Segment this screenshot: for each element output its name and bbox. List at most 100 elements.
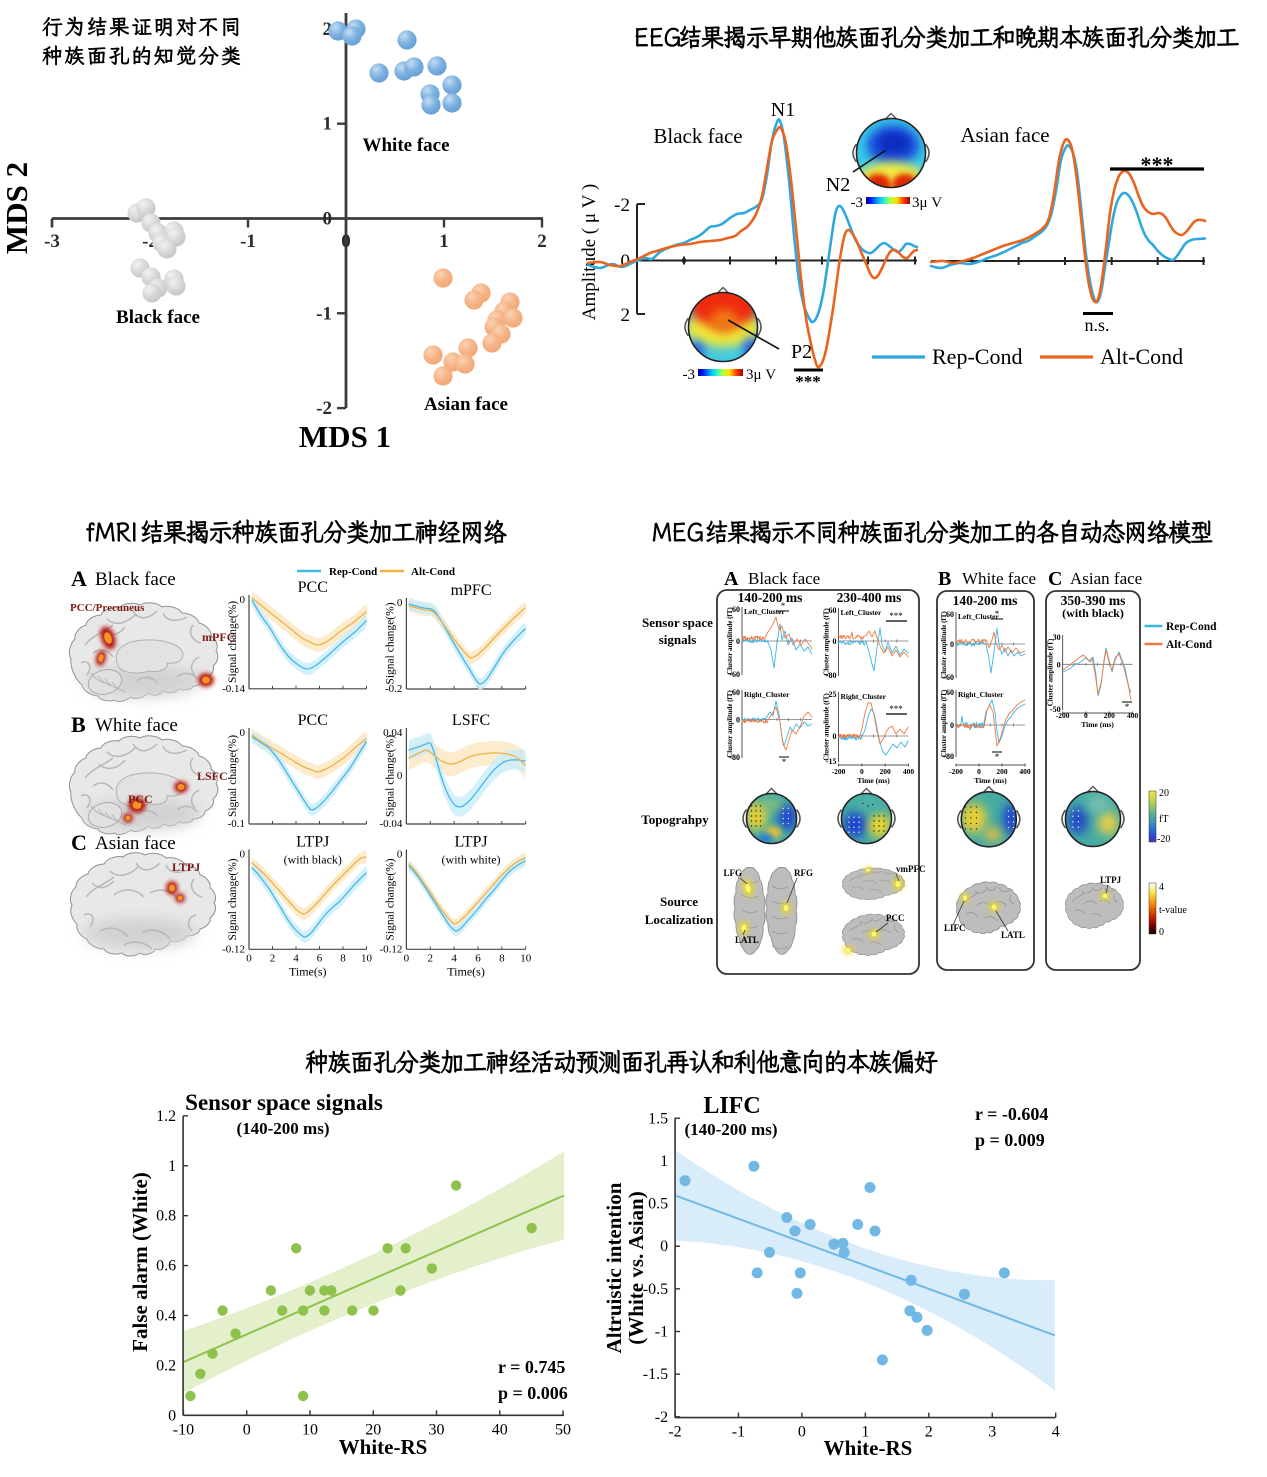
svg-text:-80: -80 bbox=[826, 671, 837, 680]
svg-text:mPFC: mPFC bbox=[202, 630, 235, 644]
svg-text:Signal change(%): Signal change(%) bbox=[384, 735, 396, 817]
svg-text:-2: -2 bbox=[668, 1424, 681, 1441]
svg-text:Time(s): Time(s) bbox=[289, 964, 327, 978]
svg-text:LTPJ: LTPJ bbox=[296, 834, 329, 851]
svg-text:White face: White face bbox=[95, 715, 178, 736]
svg-text:(with black): (with black) bbox=[284, 853, 342, 867]
svg-text:Source: Source bbox=[660, 894, 698, 909]
svg-text:400: 400 bbox=[1127, 711, 1139, 720]
svg-text:0.4: 0.4 bbox=[156, 1307, 176, 1324]
svg-text:Signal change(%): Signal change(%) bbox=[227, 601, 239, 683]
svg-text:4: 4 bbox=[451, 952, 457, 964]
svg-text:Signal change(%): Signal change(%) bbox=[384, 858, 396, 940]
svg-text:0: 0 bbox=[397, 597, 403, 609]
svg-text:40: 40 bbox=[492, 1421, 508, 1438]
svg-text:60: 60 bbox=[732, 605, 740, 614]
svg-text:LATL: LATL bbox=[1001, 930, 1025, 940]
svg-text:20: 20 bbox=[1159, 788, 1169, 799]
svg-text:50: 50 bbox=[555, 1421, 571, 1438]
svg-text:2: 2 bbox=[323, 19, 333, 40]
svg-text:LIFC: LIFC bbox=[703, 1093, 760, 1119]
svg-text:-60: -60 bbox=[943, 673, 954, 682]
svg-text:0: 0 bbox=[977, 767, 981, 776]
svg-text:Rep-Cond: Rep-Cond bbox=[1166, 621, 1217, 633]
svg-text:-200: -200 bbox=[832, 767, 846, 776]
svg-text:Asian face: Asian face bbox=[1070, 569, 1142, 588]
svg-text:0.2: 0.2 bbox=[156, 1357, 176, 1374]
svg-text:-10: -10 bbox=[173, 1421, 194, 1438]
svg-text:-0.14: -0.14 bbox=[222, 683, 245, 695]
svg-text:n.s.: n.s. bbox=[1084, 315, 1109, 335]
svg-text:400: 400 bbox=[1019, 767, 1031, 776]
svg-text:White-RS: White-RS bbox=[824, 1436, 913, 1460]
svg-text:0: 0 bbox=[243, 1421, 251, 1438]
svg-text:400: 400 bbox=[903, 767, 915, 776]
svg-text:-15: -15 bbox=[826, 757, 837, 766]
svg-text:0: 0 bbox=[404, 952, 410, 964]
svg-text:1: 1 bbox=[861, 1424, 869, 1441]
svg-text:350-390 ms: 350-390 ms bbox=[1061, 593, 1126, 608]
svg-text:Cluster amplitude (fT): Cluster amplitude (fT) bbox=[726, 690, 734, 758]
svg-text:*: * bbox=[995, 752, 1000, 762]
svg-text:3μ V: 3μ V bbox=[746, 367, 776, 383]
svg-text:Time (ms): Time (ms) bbox=[974, 776, 1007, 785]
svg-text:-0.12: -0.12 bbox=[379, 943, 402, 955]
svg-text:-1: -1 bbox=[240, 231, 256, 252]
svg-text:LFG: LFG bbox=[723, 868, 742, 878]
svg-text:Left_Cluster: Left_Cluster bbox=[841, 608, 882, 617]
svg-text:Rep-Cond: Rep-Cond bbox=[932, 344, 1022, 369]
svg-text:PCC: PCC bbox=[886, 913, 905, 923]
svg-text:MDS 2: MDS 2 bbox=[0, 162, 34, 254]
svg-text:2: 2 bbox=[537, 231, 547, 252]
svg-text:LSFC: LSFC bbox=[197, 769, 228, 783]
svg-text:PCC: PCC bbox=[298, 712, 328, 729]
svg-text:-200: -200 bbox=[949, 767, 963, 776]
svg-text:60: 60 bbox=[946, 610, 954, 619]
svg-text:0: 0 bbox=[168, 1407, 176, 1424]
svg-text:Asian face: Asian face bbox=[960, 123, 1049, 147]
svg-text:Cluster amplitude (fT): Cluster amplitude (fT) bbox=[823, 608, 831, 676]
svg-text:C: C bbox=[1048, 568, 1062, 590]
svg-text:4: 4 bbox=[293, 952, 299, 964]
svg-text:-50: -50 bbox=[1050, 705, 1061, 714]
svg-text:(White vs. Asian): (White vs. Asian) bbox=[624, 1191, 648, 1344]
svg-text:Alt-Cond: Alt-Cond bbox=[1100, 344, 1183, 369]
svg-text:Altruistic intention: Altruistic intention bbox=[602, 1182, 626, 1353]
svg-text:0: 0 bbox=[833, 637, 837, 646]
svg-text:-0.1: -0.1 bbox=[228, 818, 245, 830]
svg-text:MDS 1: MDS 1 bbox=[299, 419, 391, 454]
svg-text:(140-200 ms): (140-200 ms) bbox=[684, 1120, 777, 1139]
svg-text:p = 0.006: p = 0.006 bbox=[498, 1383, 568, 1403]
svg-text:Cluster amplitude (fT): Cluster amplitude (fT) bbox=[823, 693, 831, 761]
svg-text:0: 0 bbox=[950, 640, 954, 649]
svg-text:0: 0 bbox=[833, 732, 837, 741]
svg-text:-3: -3 bbox=[683, 367, 696, 383]
svg-text:*: * bbox=[781, 601, 786, 611]
svg-text:-2: -2 bbox=[614, 195, 630, 216]
svg-text:-0.2: -0.2 bbox=[385, 683, 402, 695]
svg-text:-0.5: -0.5 bbox=[643, 1281, 668, 1298]
svg-text:Amplitude ( μ V ): Amplitude ( μ V ) bbox=[579, 184, 600, 321]
svg-text:(140-200 ms): (140-200 ms) bbox=[236, 1119, 329, 1138]
svg-text:10: 10 bbox=[302, 1421, 318, 1438]
svg-text:2: 2 bbox=[925, 1424, 933, 1441]
svg-text:-1.5: -1.5 bbox=[643, 1366, 668, 1383]
svg-text:Time(s): Time(s) bbox=[447, 964, 485, 978]
svg-text:0: 0 bbox=[798, 1424, 806, 1441]
svg-text:0: 0 bbox=[240, 849, 246, 861]
svg-text:30: 30 bbox=[1053, 633, 1061, 642]
svg-text:0: 0 bbox=[1159, 927, 1164, 938]
svg-text:r = -0.604: r = -0.604 bbox=[975, 1104, 1048, 1124]
svg-text:Left_Cluster: Left_Cluster bbox=[958, 612, 999, 621]
svg-text:-1: -1 bbox=[316, 303, 332, 324]
svg-text:A: A bbox=[71, 566, 87, 591]
svg-text:0: 0 bbox=[246, 952, 252, 964]
svg-text:B: B bbox=[71, 712, 86, 737]
svg-text:Cluster amplitude (fT): Cluster amplitude (fT) bbox=[940, 611, 948, 679]
svg-text:RFG: RFG bbox=[794, 868, 813, 878]
svg-text:140-200 ms: 140-200 ms bbox=[738, 590, 803, 605]
svg-text:Right_Cluster: Right_Cluster bbox=[841, 692, 887, 701]
svg-text:PCC: PCC bbox=[128, 792, 153, 806]
svg-text:25: 25 bbox=[829, 690, 837, 699]
svg-text:P2: P2 bbox=[791, 341, 812, 363]
